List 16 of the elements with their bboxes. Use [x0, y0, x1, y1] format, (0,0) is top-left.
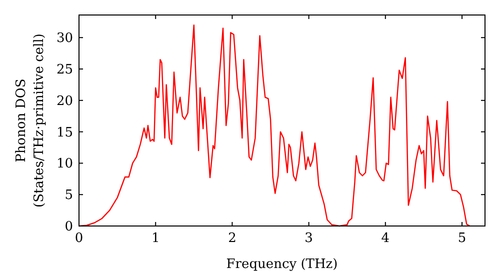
line-series — [78, 24, 470, 227]
y-tick-label: 5 — [64, 188, 73, 204]
y-axis-title: Phonon DOS (States/THz·primitive cell) — [14, 33, 47, 208]
x-tick-label: 4 — [381, 231, 390, 246]
y-tick-label: 30 — [56, 31, 73, 46]
x-tick-label: 0 — [74, 231, 84, 246]
y-tick-label: 25 — [56, 62, 73, 78]
x-tick-label: 2 — [228, 231, 236, 246]
x-tick-label: 5 — [458, 231, 466, 246]
x-tick-label: 1 — [151, 231, 160, 246]
x-tick-label: 3 — [304, 231, 313, 246]
x-axis-title: Frequency (THz) — [226, 257, 338, 272]
y-tick-label: 15 — [56, 125, 73, 140]
y-tick-label: 0 — [64, 220, 73, 234]
y-tick-label: 10 — [56, 156, 73, 172]
y-tick-label: 20 — [56, 94, 73, 109]
